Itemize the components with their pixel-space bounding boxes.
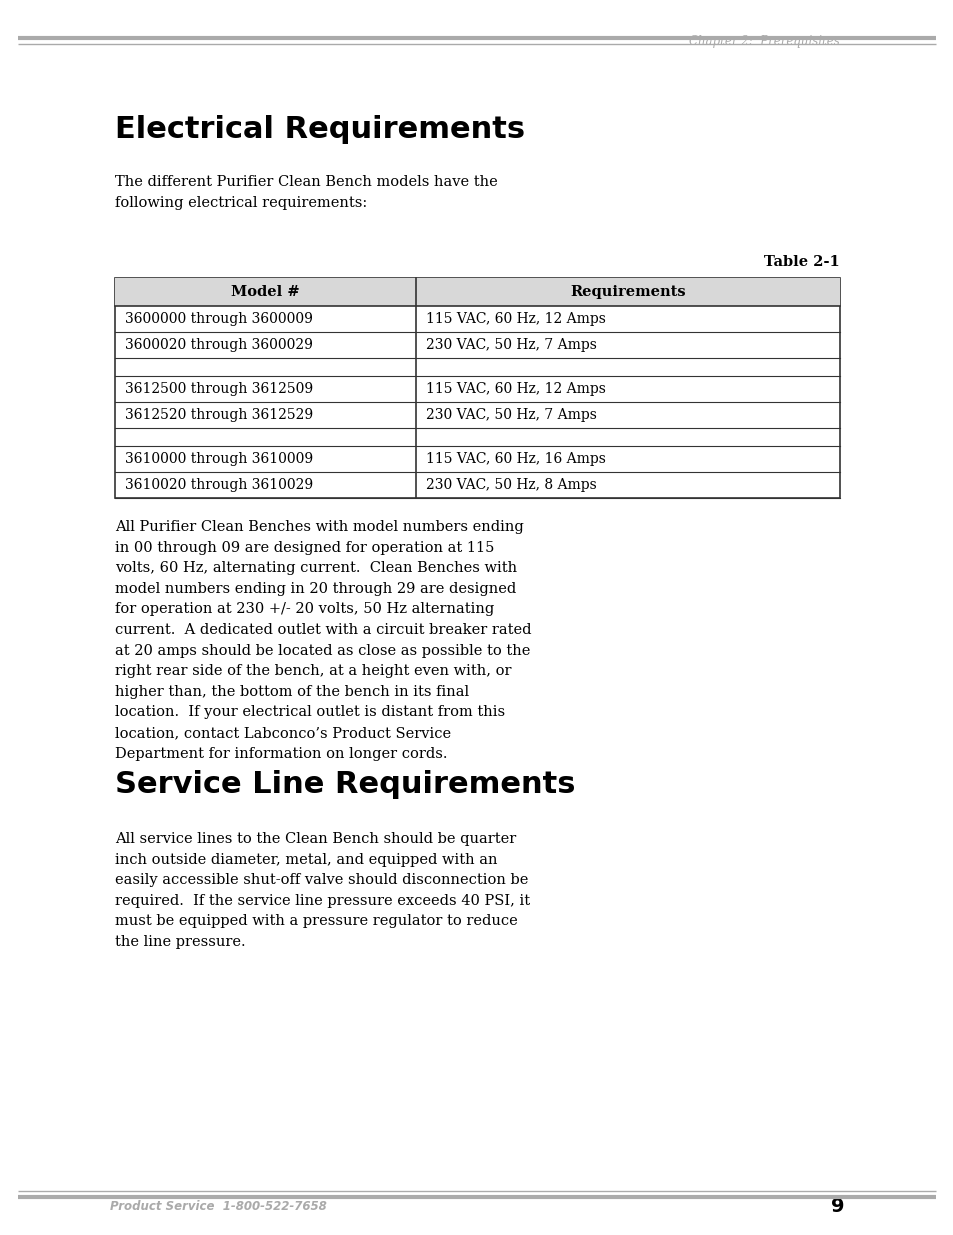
Text: All Purifier Clean Benches with model numbers ending
in 00 through 09 are design: All Purifier Clean Benches with model nu… — [115, 520, 531, 761]
Text: 3610020 through 3610029: 3610020 through 3610029 — [125, 478, 313, 492]
Text: 230 VAC, 50 Hz, 7 Amps: 230 VAC, 50 Hz, 7 Amps — [425, 408, 597, 422]
Text: Chapter 2:  Prerequisites: Chapter 2: Prerequisites — [688, 35, 840, 47]
Text: 9: 9 — [831, 1198, 844, 1216]
Bar — [115, 278, 840, 306]
Text: Requirements: Requirements — [570, 285, 685, 299]
Text: All service lines to the Clean Bench should be quarter
inch outside diameter, me: All service lines to the Clean Bench sho… — [115, 832, 530, 948]
Text: 3600020 through 3600029: 3600020 through 3600029 — [125, 338, 313, 352]
Text: 230 VAC, 50 Hz, 7 Amps: 230 VAC, 50 Hz, 7 Amps — [425, 338, 597, 352]
Text: 115 VAC, 60 Hz, 12 Amps: 115 VAC, 60 Hz, 12 Amps — [425, 312, 605, 326]
Text: 3600000 through 3600009: 3600000 through 3600009 — [125, 312, 313, 326]
Text: Product Service  1-800-522-7658: Product Service 1-800-522-7658 — [110, 1200, 327, 1214]
Text: 115 VAC, 60 Hz, 16 Amps: 115 VAC, 60 Hz, 16 Amps — [425, 452, 605, 466]
Text: 115 VAC, 60 Hz, 12 Amps: 115 VAC, 60 Hz, 12 Amps — [425, 382, 605, 396]
Bar — [115, 278, 840, 498]
Text: Table 2-1: Table 2-1 — [763, 254, 840, 269]
Text: 3612520 through 3612529: 3612520 through 3612529 — [125, 408, 313, 422]
Text: 3612500 through 3612509: 3612500 through 3612509 — [125, 382, 313, 396]
Text: Model #: Model # — [231, 285, 299, 299]
Text: Service Line Requirements: Service Line Requirements — [115, 769, 575, 799]
Text: The different Purifier Clean Bench models have the
following electrical requirem: The different Purifier Clean Bench model… — [115, 175, 497, 210]
Text: 230 VAC, 50 Hz, 8 Amps: 230 VAC, 50 Hz, 8 Amps — [425, 478, 596, 492]
Text: Electrical Requirements: Electrical Requirements — [115, 115, 524, 144]
Text: 3610000 through 3610009: 3610000 through 3610009 — [125, 452, 313, 466]
